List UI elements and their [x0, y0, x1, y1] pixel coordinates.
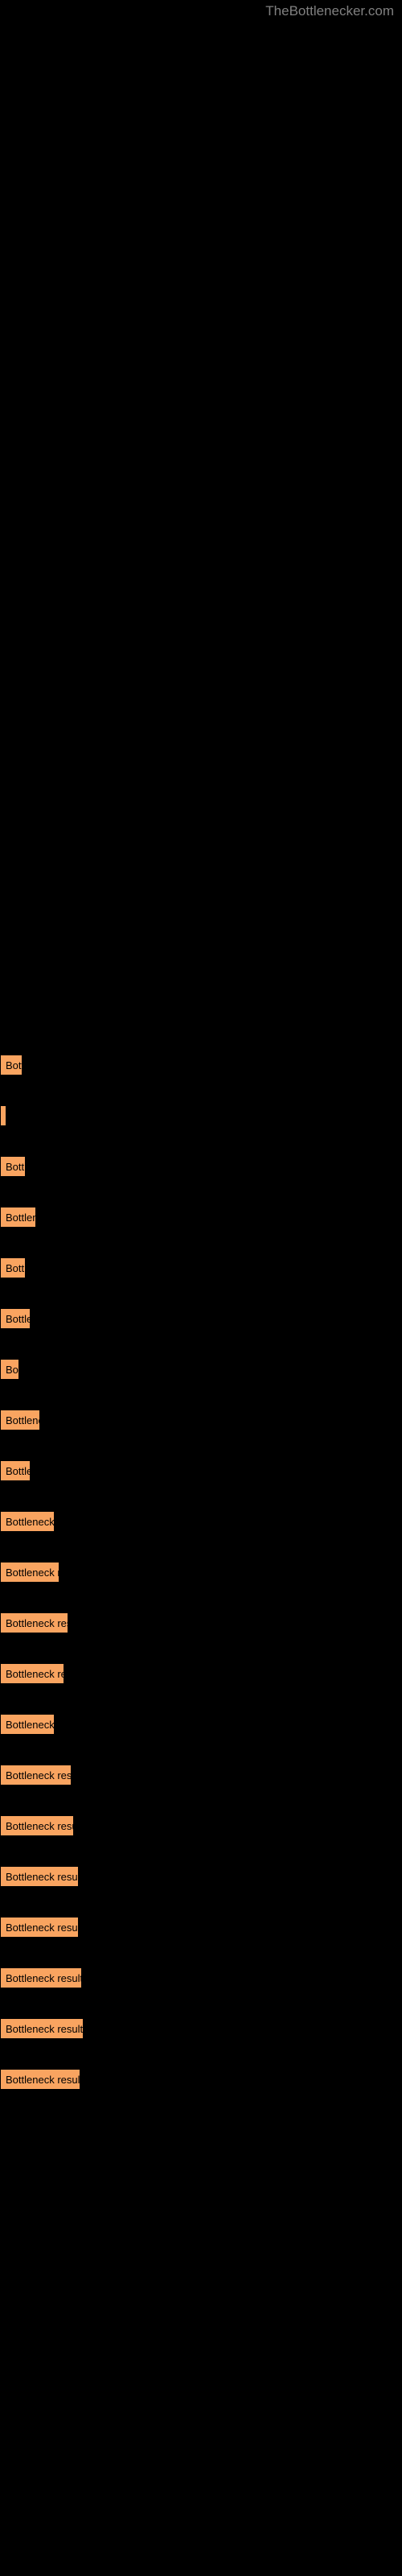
top-spacer: [0, 0, 402, 1055]
bar-row: Bottleneck result: [0, 1815, 402, 1836]
bar: Bot: [0, 1359, 19, 1380]
bar-row: Bottleneck re: [0, 1714, 402, 1735]
bar: Bottleneck result: [0, 1815, 74, 1836]
bar-row: Bottlenec: [0, 1410, 402, 1430]
bar: Bottleneck resul: [0, 1663, 64, 1684]
bar: Bott: [0, 1055, 23, 1075]
bar: Bottlenec: [0, 1410, 40, 1430]
bar-row: Bottleneck res: [0, 1562, 402, 1583]
bar: Bottlene: [0, 1207, 36, 1228]
bar: Bottleneck result: [0, 1866, 79, 1887]
bar: Bottleneck re: [0, 1511, 55, 1532]
bar: Bottleneck result: [0, 1967, 82, 1988]
bar-row: Bottlene: [0, 1207, 402, 1228]
watermark: TheBottlenecker.com: [265, 3, 394, 19]
bar: Bottleneck result: [0, 2069, 80, 2090]
bar-row: Bott: [0, 1055, 402, 1075]
bar: Bottleneck result: [0, 1612, 68, 1633]
bars-container: Bott Bottle Bottlene Bottle Bottlen Bot Bottl…: [0, 1055, 402, 2090]
bar: Bottleneck res: [0, 1562, 59, 1583]
bar-row: Bottle: [0, 1156, 402, 1177]
bar-row: Bottleneck resul: [0, 1663, 402, 1684]
bar-row: Bottleneck result: [0, 1866, 402, 1887]
bar-row: Bottle: [0, 1257, 402, 1278]
bar-row: [0, 1105, 402, 1126]
bar: Bottlen: [0, 1460, 31, 1481]
bar-row: Bottlen: [0, 1460, 402, 1481]
bar-row: Bottleneck result: [0, 2069, 402, 2090]
bar-row: Bottleneck result: [0, 1612, 402, 1633]
bar: Bottleneck result: [0, 2018, 84, 2039]
bar-row: Bottleneck result: [0, 2018, 402, 2039]
bar: Bottleneck re: [0, 1714, 55, 1735]
bar: Bottlen: [0, 1308, 31, 1329]
bar-row: Bot: [0, 1359, 402, 1380]
bar-row: Bottleneck result: [0, 1917, 402, 1938]
bar: Bottle: [0, 1257, 26, 1278]
bar-row: Bottlen: [0, 1308, 402, 1329]
bar-row: Bottleneck result: [0, 1765, 402, 1785]
bar: Bottleneck result: [0, 1917, 79, 1938]
bar-row: Bottleneck result: [0, 1967, 402, 1988]
bar: Bottle: [0, 1156, 26, 1177]
bar: Bottleneck result: [0, 1765, 72, 1785]
bar: [0, 1105, 6, 1126]
bar-row: Bottleneck re: [0, 1511, 402, 1532]
